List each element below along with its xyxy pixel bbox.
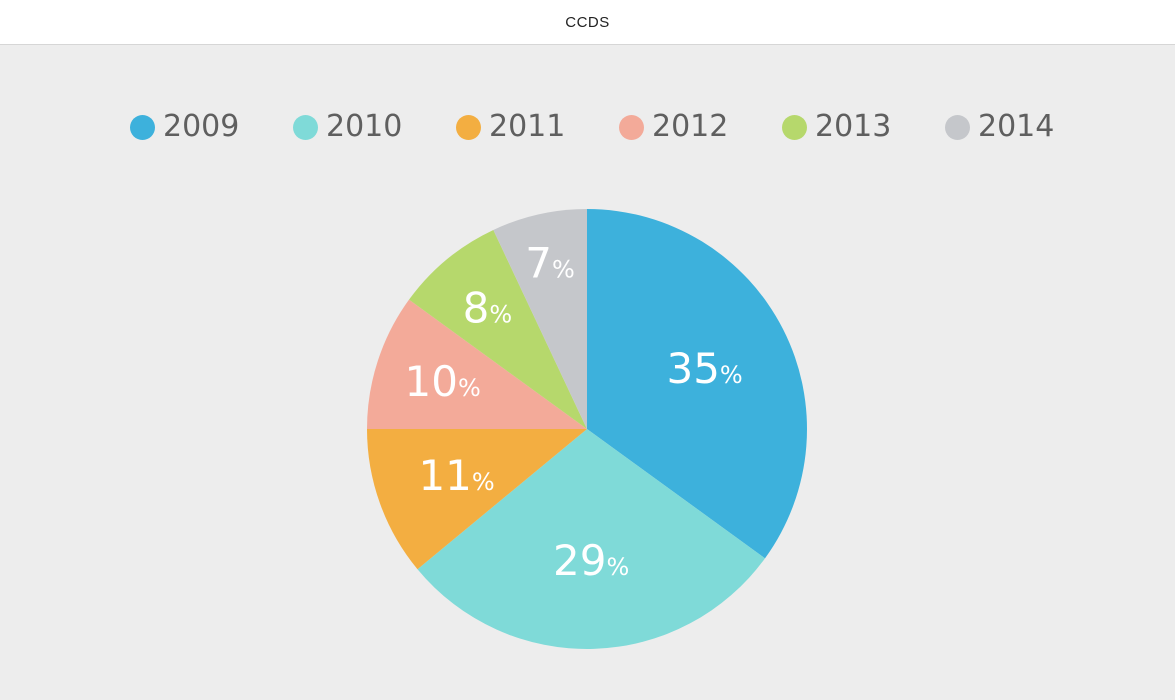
legend-swatch [945,114,970,140]
slice-value-label: 29% [553,536,629,585]
legend-label: 2013 [815,109,892,144]
chart-area: 2009 2010 2011 2012 2013 2014 35% 29% 11% 10% 8% 7… [0,45,1175,700]
legend-label: 2012 [652,109,729,144]
legend-item-2012[interactable]: 2012 [619,109,728,145]
slice-value-number: 8 [463,284,490,333]
slice-value-number: 29 [553,536,606,585]
legend-item-2014[interactable]: 2014 [945,109,1054,145]
pie-slice-2013[interactable] [409,229,587,429]
pie-slice-2010[interactable] [417,429,765,649]
slice-value-unit: % [720,361,743,389]
legend-label: 2011 [489,109,566,144]
window-titlebar: CCDS [0,0,1175,45]
slice-value-label: 8% [463,284,513,333]
slice-value-number: 10 [404,357,457,406]
legend-swatch [130,114,155,140]
legend-label: 2014 [978,109,1055,144]
pie-slice-2012[interactable] [367,299,587,429]
legend-item-2013[interactable]: 2013 [782,109,891,145]
pie-slice-2011[interactable] [367,429,587,570]
legend-item-2010[interactable]: 2010 [293,109,402,145]
slice-value-unit: % [606,553,629,581]
pie-chart: 35%29%11%10%8%7% [367,209,807,649]
legend-label: 2010 [326,109,403,144]
pie-slice-2014[interactable] [493,209,587,429]
slice-value-number: 35 [666,344,719,393]
pie-slice-2009[interactable] [587,209,807,559]
legend-swatch [619,114,644,140]
legend-item-2009[interactable]: 2009 [130,109,239,145]
slice-value-label: 10% [404,357,480,406]
slice-value-label: 35% [666,344,742,393]
legend-swatch [456,114,481,140]
legend-item-2011[interactable]: 2011 [456,109,565,145]
legend-label: 2009 [163,109,240,144]
legend-swatch [782,114,807,140]
slice-value-number: 7 [525,239,552,288]
slice-value-unit: % [472,468,495,496]
slice-value-number: 11 [418,451,471,500]
slice-value-label: 7% [525,239,575,288]
slice-value-unit: % [458,374,481,402]
window-title: CCDS [565,13,610,31]
slice-value-unit: % [552,256,575,284]
legend-swatch [293,114,318,140]
slice-value-label: 11% [418,451,494,500]
slice-value-unit: % [489,301,512,329]
